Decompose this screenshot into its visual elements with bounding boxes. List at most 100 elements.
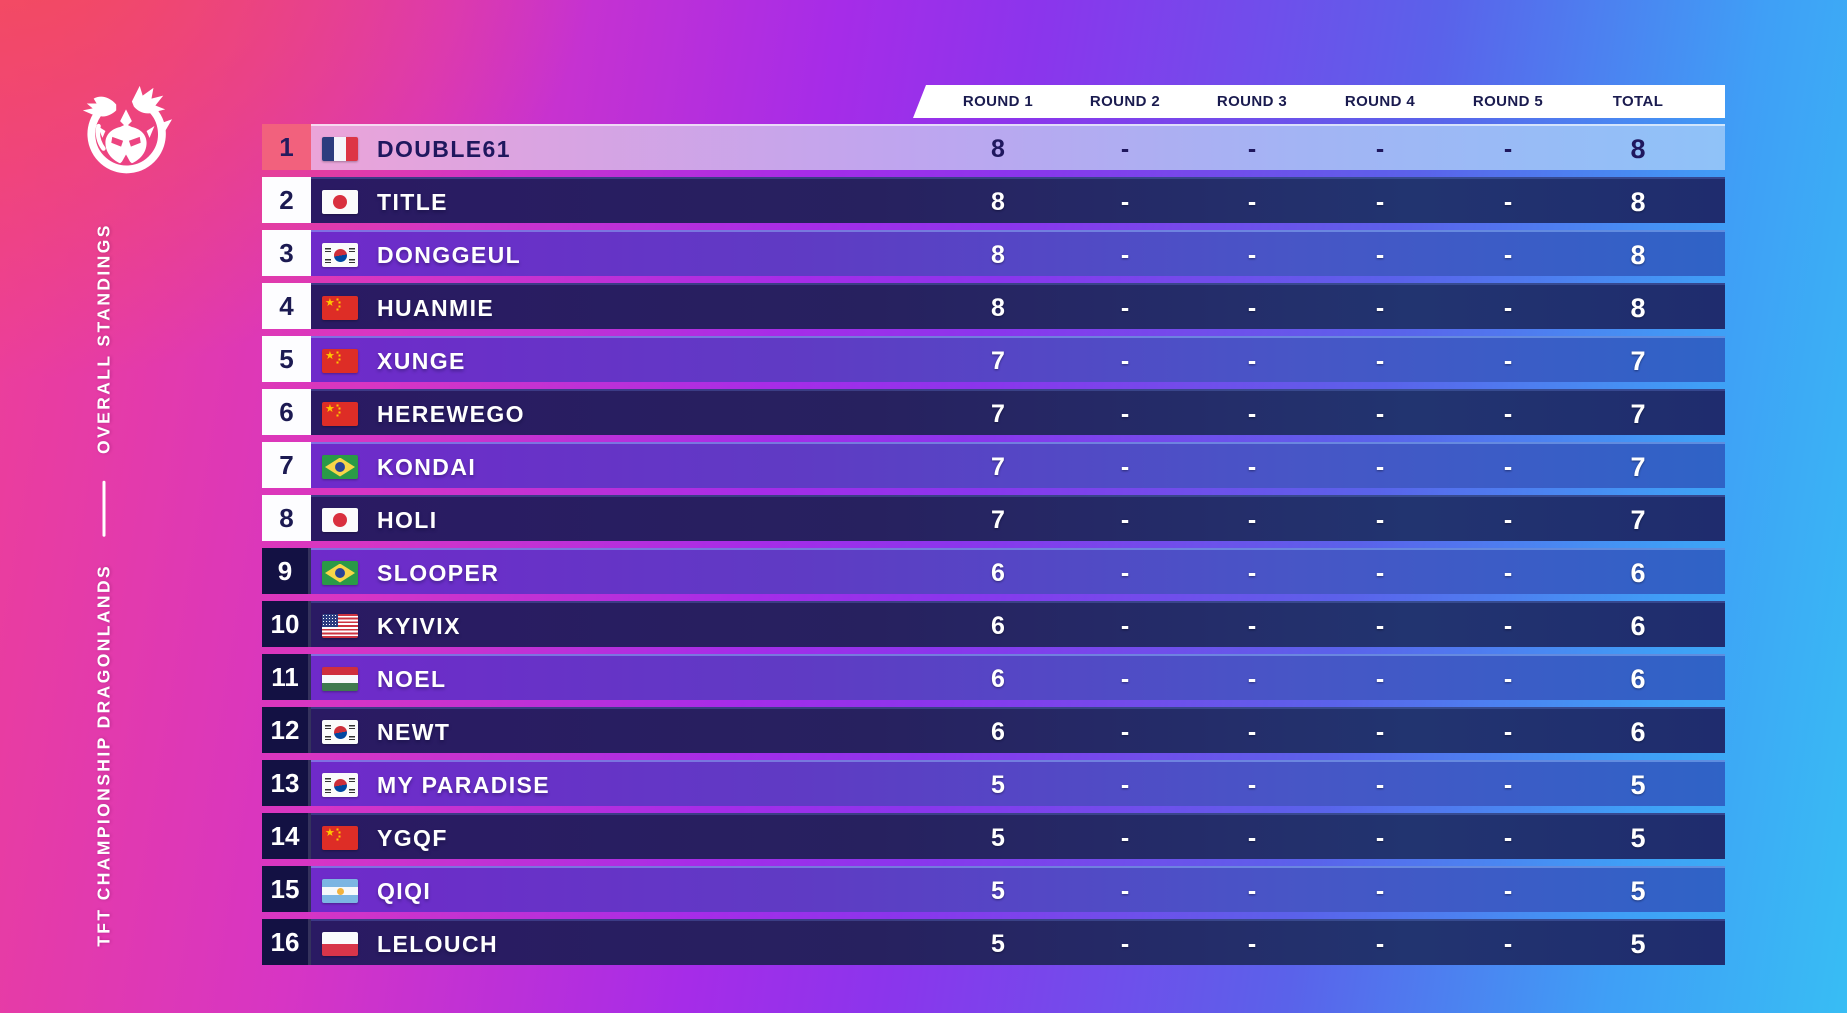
round5-score: - <box>1503 612 1513 640</box>
table-row-12: 12 NEWT 6 - - - - 6 <box>262 707 1725 753</box>
column-round2: ROUND 2 <box>1089 93 1161 110</box>
round2-score: - <box>1120 718 1130 746</box>
round4-score: - <box>1375 559 1385 587</box>
round4-score: - <box>1375 665 1385 693</box>
table-row-13: 13 MY PARADISE 5 - - - - 5 <box>262 760 1725 806</box>
round4-score: - <box>1375 718 1385 746</box>
row-bar: MY PARADISE 5 - - - - 5 <box>311 760 1725 806</box>
round4-score: - <box>1375 135 1385 163</box>
player-name: QIQI <box>377 878 432 904</box>
round4-score: - <box>1375 294 1385 322</box>
player-name: TITLE <box>377 189 448 215</box>
player-name: HOLI <box>377 507 438 533</box>
table-row-11: 11 NOEL 6 - - - - 6 <box>262 654 1725 700</box>
flag-ar-icon <box>322 879 358 903</box>
player-name: DOUBLE61 <box>377 136 511 162</box>
player-name: SLOOPER <box>377 560 500 586</box>
round5-score: - <box>1503 824 1513 852</box>
rank-badge: 13 <box>262 760 311 806</box>
total-score: 7 <box>1630 452 1646 482</box>
round3-score: - <box>1247 824 1257 852</box>
round5-score: - <box>1503 665 1513 693</box>
round5-score: - <box>1503 559 1513 587</box>
flag-us-icon <box>322 614 358 638</box>
round2-score: - <box>1120 135 1130 163</box>
round2-score: - <box>1120 771 1130 799</box>
round4-score: - <box>1375 506 1385 534</box>
round1-score: 6 <box>991 559 1005 587</box>
table-row-2: 2 TITLE 8 - - - - 8 <box>262 177 1725 223</box>
column-round3: ROUND 3 <box>1216 93 1288 110</box>
round5-score: - <box>1503 400 1513 428</box>
round4-score: - <box>1375 347 1385 375</box>
player-name: DONGGEUL <box>377 242 522 268</box>
round2-score: - <box>1120 559 1130 587</box>
total-score: 6 <box>1630 558 1646 588</box>
rank-badge: 5 <box>262 336 311 382</box>
column-total: TOTAL <box>1612 93 1664 110</box>
column-round4: ROUND 4 <box>1344 93 1416 110</box>
round4-score: - <box>1375 877 1385 905</box>
column-header-banner: ROUND 1 ROUND 2 ROUND 3 ROUND 4 ROUND 5 … <box>913 85 1725 118</box>
rank-badge: 8 <box>262 495 311 541</box>
round4-score: - <box>1375 824 1385 852</box>
table-row-10: 10 KYIVIX 6 - - - - 6 <box>262 601 1725 647</box>
table-row-1: 1 DOUBLE61 8 - - - - 8 <box>262 124 1725 170</box>
round3-score: - <box>1247 877 1257 905</box>
flag-kr-icon <box>322 243 358 267</box>
round5-score: - <box>1503 294 1513 322</box>
round4-score: - <box>1375 241 1385 269</box>
row-bar: KYIVIX 6 - - - - 6 <box>311 601 1725 647</box>
rank-badge: 2 <box>262 177 311 223</box>
rank-badge: 14 <box>262 813 311 859</box>
player-name: KYIVIX <box>377 613 461 639</box>
view-title: OVERALL STANDINGS <box>93 223 114 454</box>
total-score: 8 <box>1630 293 1646 323</box>
player-name: XUNGE <box>377 348 466 374</box>
round1-score: 6 <box>991 612 1005 640</box>
flag-jp-icon <box>322 508 358 532</box>
round4-score: - <box>1375 930 1385 958</box>
standings-table: 1 DOUBLE61 8 - - - - 8 2 TITLE 8 - - - - <box>262 124 1725 972</box>
round1-score: 8 <box>991 241 1005 269</box>
table-row-6: 6 HEREWEGO 7 - - - - 7 <box>262 389 1725 435</box>
total-score: 6 <box>1630 611 1646 641</box>
total-score: 5 <box>1630 770 1646 800</box>
tournament-title: TFT CHAMPIONSHIP DRAGONLANDS <box>93 563 114 947</box>
total-score: 6 <box>1630 717 1646 747</box>
table-row-4: 4 HUANMIE 8 - - - - 8 <box>262 283 1725 329</box>
table-row-14: 14 YGQF 5 - - - - 5 <box>262 813 1725 859</box>
round2-score: - <box>1120 294 1130 322</box>
flag-hu-icon <box>322 667 358 691</box>
row-bar: TITLE 8 - - - - 8 <box>311 177 1725 223</box>
flag-br-icon <box>322 561 358 585</box>
round3-score: - <box>1247 347 1257 375</box>
round2-score: - <box>1120 877 1130 905</box>
rank-badge: 15 <box>262 866 311 912</box>
row-bar: YGQF 5 - - - - 5 <box>311 813 1725 859</box>
round3-score: - <box>1247 241 1257 269</box>
rank-badge: 6 <box>262 389 311 435</box>
rank-badge: 11 <box>262 654 311 700</box>
round1-score: 5 <box>991 824 1005 852</box>
round3-score: - <box>1247 930 1257 958</box>
round4-score: - <box>1375 188 1385 216</box>
row-bar: DONGGEUL 8 - - - - 8 <box>311 230 1725 276</box>
flag-fr-icon <box>322 137 358 161</box>
player-name: KONDAI <box>377 454 477 480</box>
round4-score: - <box>1375 771 1385 799</box>
table-row-3: 3 DONGGEUL 8 - - - - 8 <box>262 230 1725 276</box>
round1-score: 6 <box>991 718 1005 746</box>
round4-score: - <box>1375 400 1385 428</box>
tft-dragon-logo-icon <box>82 85 173 174</box>
row-bar: HEREWEGO 7 - - - - 7 <box>311 389 1725 435</box>
row-bar: HOLI 7 - - - - 7 <box>311 495 1725 541</box>
round2-score: - <box>1120 824 1130 852</box>
flag-br-icon <box>322 455 358 479</box>
round1-score: 5 <box>991 877 1005 905</box>
sidebar-titles: TFT CHAMPIONSHIP DRAGONLANDS OVERALL STAN… <box>94 223 115 947</box>
total-score: 7 <box>1630 346 1646 376</box>
flag-cn-icon <box>322 349 358 373</box>
table-row-9: 9 SLOOPER 6 - - - - 6 <box>262 548 1725 594</box>
